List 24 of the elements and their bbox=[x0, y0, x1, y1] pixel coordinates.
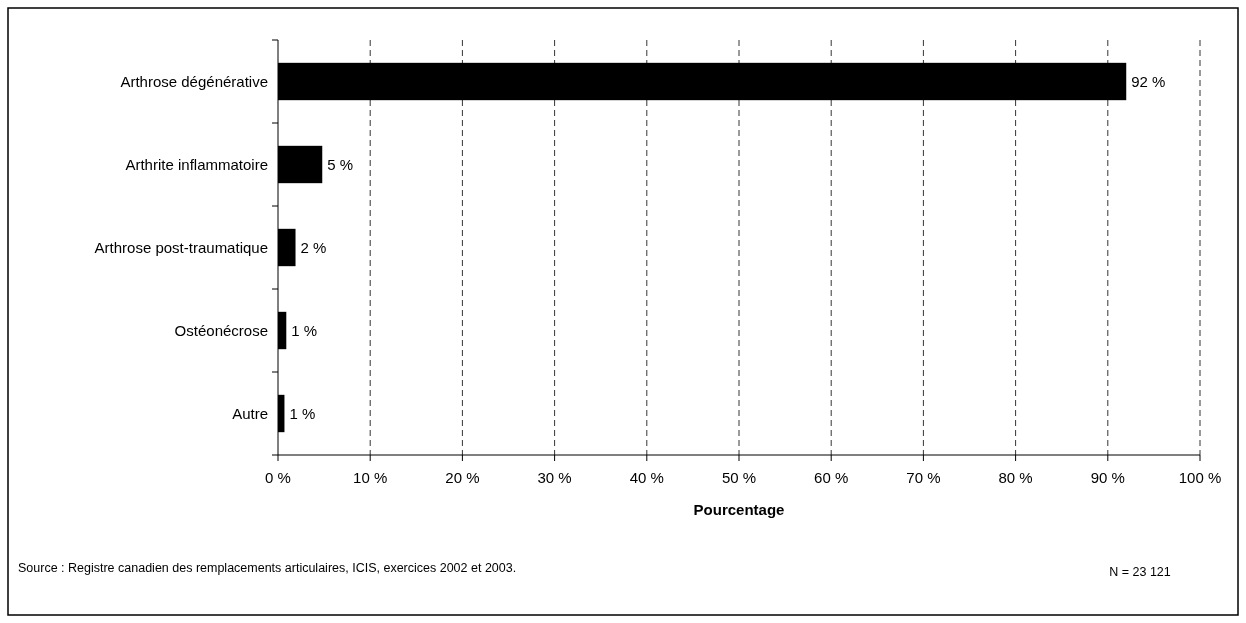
x-tick-label: 0 % bbox=[265, 469, 291, 486]
x-tick-label: 80 % bbox=[998, 469, 1033, 486]
y-tick-label: Arthrite inflammatoire bbox=[125, 155, 268, 173]
data-label: 1 % bbox=[291, 321, 318, 339]
x-axis-title: Pourcentage bbox=[693, 501, 785, 518]
x-tick-label: 90 % bbox=[1090, 469, 1125, 486]
x-tick-label: 100 % bbox=[1178, 469, 1222, 486]
y-tick-label: Ostéonécrose bbox=[174, 321, 268, 339]
data-label: 1 % bbox=[289, 404, 316, 422]
x-tick-label: 40 % bbox=[629, 469, 664, 486]
x-tick-label: 30 % bbox=[537, 469, 572, 486]
x-tick-label: 60 % bbox=[814, 469, 849, 486]
data-label: 2 % bbox=[300, 238, 327, 256]
source-note: Source : Registre canadien des remplacements articulaires, ICIS, exercices 2002 et 2003. bbox=[18, 561, 517, 575]
x-tick-label: 10 % bbox=[353, 469, 388, 486]
data-label: 5 % bbox=[327, 155, 354, 173]
x-tick-label: 20 % bbox=[445, 469, 480, 486]
y-tick-label: Arthrose dégénérative bbox=[120, 72, 268, 90]
x-tick-label: 70 % bbox=[906, 469, 941, 486]
x-tick-label: 50 % bbox=[721, 469, 757, 486]
y-tick-label: Arthrose post-traumatique bbox=[94, 238, 268, 256]
data-label: 92 % bbox=[1131, 72, 1166, 90]
text: N = 23 121 bbox=[1109, 565, 1171, 579]
y-tick-label: Autre bbox=[232, 404, 268, 422]
